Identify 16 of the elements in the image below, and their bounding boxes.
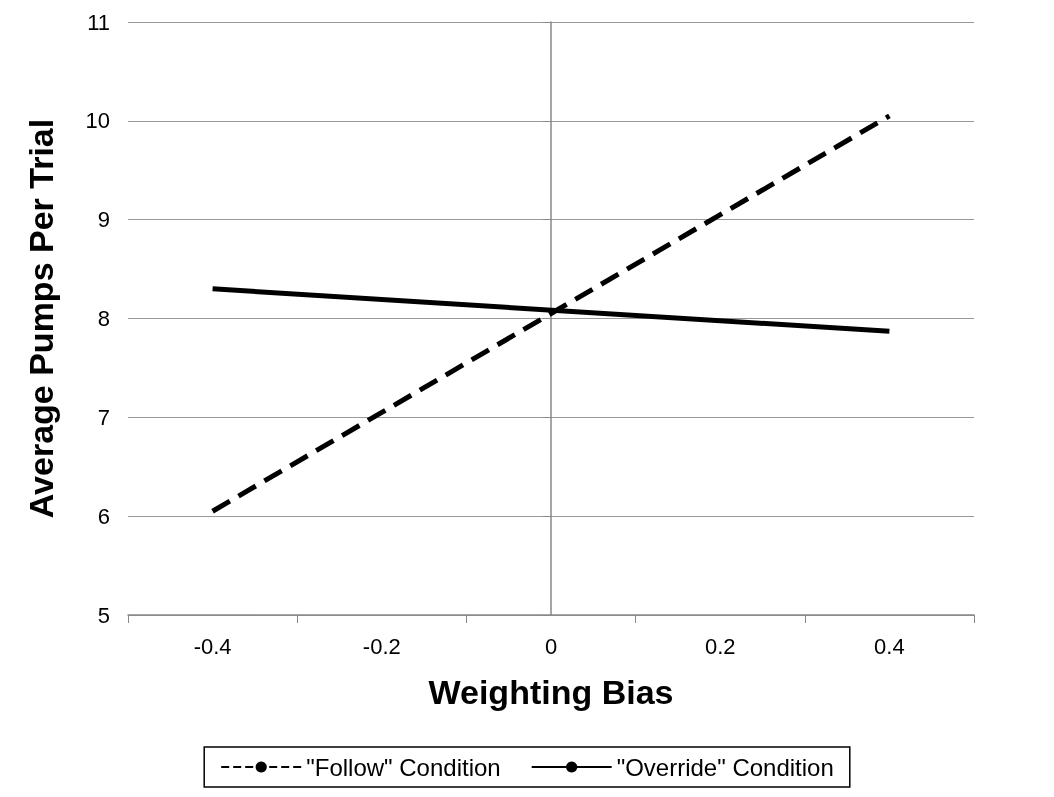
y-axis-title: Average Pumps Per Trial [22,118,60,519]
x-axis-title: Weighting Bias [428,673,674,711]
x-tick-label: -0.2 [362,633,401,659]
x-tick-label: 0.2 [704,633,736,659]
x-tick-label: 0.4 [874,633,905,659]
x-tick-label: -0.4 [193,633,232,659]
legend-label: "Follow" Condition [306,753,501,781]
x-tick-label: 0 [544,633,558,659]
y-tick-label: 5 [97,602,110,628]
y-tick-label: 10 [85,108,110,134]
y-tick-label: 11 [87,9,110,35]
legend-label: "Override" Condition [616,753,834,781]
y-tick-label: 7 [97,404,110,430]
y-tick-label: 9 [97,207,110,233]
y-tick-label: 8 [97,306,110,331]
y-tick-label: 6 [97,503,110,529]
